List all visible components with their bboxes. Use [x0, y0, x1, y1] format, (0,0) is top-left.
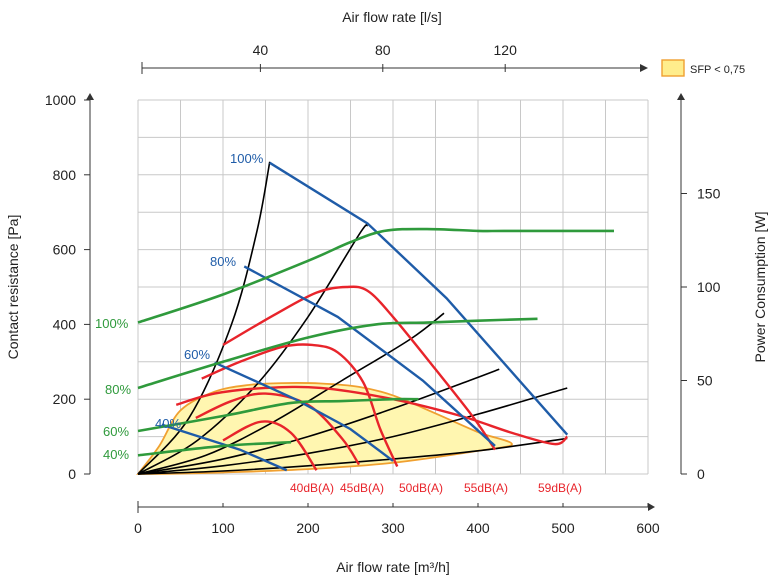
- sound-curve: [222, 420, 318, 471]
- x-tick-label-bottom: 500: [551, 520, 575, 536]
- power-curve-label: 100%: [95, 316, 129, 331]
- y-tick-label-left: 200: [53, 391, 77, 407]
- y-tick-label-left: 1000: [45, 92, 76, 108]
- fan-curve: [269, 161, 569, 436]
- y-axis-right-arrow: [677, 93, 685, 100]
- y-axis-label-left: Contact resistance [Pa]: [5, 215, 21, 360]
- sound-curve: [222, 285, 496, 451]
- y-tick-label-right: 150: [697, 186, 721, 202]
- x-tick-label-bottom: 300: [381, 520, 405, 536]
- fan-curve: [161, 423, 288, 472]
- sound-curve-label: 59dB(A): [538, 481, 582, 495]
- fan-curve-label: 40%: [155, 416, 181, 431]
- y-tick-label-left: 0: [68, 466, 76, 482]
- fan-curve-label: 100%: [230, 151, 264, 166]
- sound-curve-label: 55dB(A): [464, 481, 508, 495]
- x-axis-bottom-arrow: [648, 503, 655, 511]
- x-tick-label-top: 40: [253, 42, 269, 58]
- y-tick-label-left: 600: [53, 242, 77, 258]
- sound-curve-label: 50dB(A): [399, 481, 443, 495]
- power-curve: [137, 440, 292, 457]
- power-curve: [137, 227, 614, 324]
- x-tick-label-bottom: 400: [466, 520, 490, 536]
- x-tick-label-bottom: 0: [134, 520, 142, 536]
- x-tick-label-bottom: 600: [636, 520, 660, 536]
- x-tick-label-top: 80: [375, 42, 391, 58]
- power-curve: [137, 317, 538, 390]
- power-curve-label: 80%: [105, 382, 131, 397]
- sfp-area: [136, 382, 513, 475]
- y-axis-left-arrow: [86, 93, 94, 100]
- legend-label: SFP < 0,75: [690, 64, 745, 76]
- y-tick-label-right: 100: [697, 279, 721, 295]
- legend-swatch: [661, 59, 685, 77]
- system-curve: [137, 224, 369, 475]
- x-tick-label-bottom: 100: [211, 520, 235, 536]
- system-curve: [137, 387, 568, 475]
- system-curve: [137, 437, 568, 475]
- x-axis-label-top: Air flow rate [l/s]: [342, 9, 442, 25]
- power-curve: [137, 397, 419, 433]
- x-tick-label-bottom: 200: [296, 520, 320, 536]
- y-tick-label-right: 50: [697, 373, 713, 389]
- fan-curve-label: 60%: [184, 347, 210, 362]
- system-curve: [137, 161, 271, 475]
- y-tick-label-right: 0: [697, 466, 705, 482]
- y-tick-label-left: 400: [53, 316, 77, 332]
- x-axis-top-arrow: [640, 64, 648, 72]
- x-tick-label-top: 120: [494, 42, 518, 58]
- y-axis-label-right: Power Consumption [W]: [752, 212, 768, 363]
- y-tick-label-left: 800: [53, 167, 77, 183]
- power-curve-label: 60%: [103, 424, 129, 439]
- sound-curve-label: 45dB(A): [340, 481, 384, 495]
- fan-curve: [214, 361, 394, 462]
- sound-curve: [201, 343, 399, 468]
- fan-curve: [243, 265, 496, 447]
- grid: [137, 99, 649, 475]
- fan-curve-label: 80%: [210, 254, 236, 269]
- sound-curve-label: 40dB(A): [290, 481, 334, 495]
- x-axis-label-bottom: Air flow rate [m³/h]: [336, 559, 450, 575]
- power-curve-label: 40%: [103, 447, 129, 462]
